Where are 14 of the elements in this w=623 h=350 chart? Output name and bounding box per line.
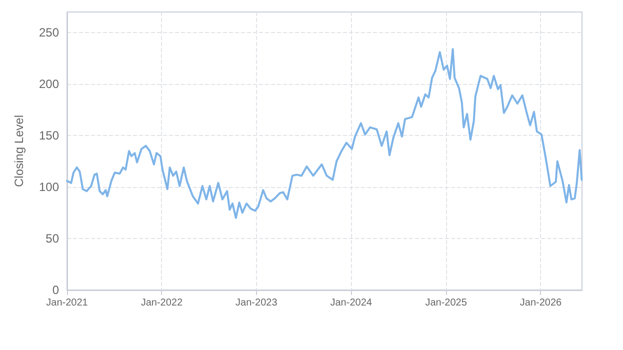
y-axis-title: Closing Level (12, 114, 26, 188)
x-tick-label: Jan-2026 (520, 298, 562, 308)
y-tick-label: 150 (38, 128, 60, 143)
x-tick-label: Jan-2022 (140, 298, 183, 308)
x-tick-label: Jan-2021 (46, 298, 88, 308)
y-tick-label: 100 (38, 180, 60, 194)
x-tick-label: Jan-2024 (330, 298, 372, 308)
line-series (66, 48, 583, 219)
x-tick-label: Jan-2025 (425, 298, 468, 308)
y-tick-label: 250 (38, 26, 60, 40)
y-tick-label: 0 (52, 283, 60, 297)
y-tick-label: 200 (38, 77, 60, 92)
x-tick-label: Jan-2023 (236, 298, 278, 308)
y-tick-label: 50 (46, 232, 60, 246)
